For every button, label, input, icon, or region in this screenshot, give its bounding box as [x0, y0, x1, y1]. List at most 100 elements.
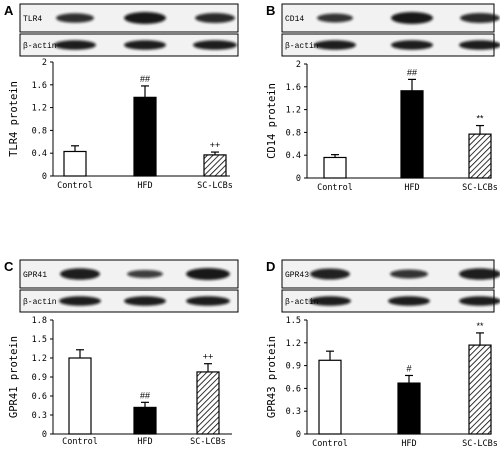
bar: [468, 133, 492, 179]
y-tick-label: 1.5: [286, 316, 301, 326]
blot-label: β-actin: [23, 298, 57, 307]
blot-band: [124, 12, 166, 24]
y-tick-label: 1.2: [32, 104, 47, 114]
category-label: SC-LCBs: [197, 181, 233, 191]
blot-label: CD14: [285, 15, 304, 24]
y-tick-label: 2: [296, 60, 301, 70]
blot-label: GPR43: [285, 271, 309, 280]
panel-d: D GPR43 β-actin 0 0.3 0.6 0.9 1.2 1.5 GPR43 prote…: [266, 259, 500, 449]
blot-actin: β-actin: [19, 33, 239, 57]
category-label: HFD: [404, 183, 419, 193]
bar: [468, 344, 492, 435]
blot-label: β-actin: [285, 298, 319, 307]
y-tick-label: 0.4: [286, 151, 301, 161]
significance-marker: **: [476, 321, 484, 331]
y-tick-label: 0.6: [32, 392, 47, 402]
bar: [397, 382, 421, 435]
y-tick-label: 1.8: [32, 316, 47, 326]
y-tick-label: 0: [296, 430, 301, 440]
y-tick-label: 0.3: [286, 407, 301, 417]
panel-c: C GPR41 β-actin 0 0.3 0.6 0.9 1.2 1.5 1.8 GPR41 pr…: [4, 259, 239, 447]
bar: [133, 96, 157, 177]
blot-band: [317, 13, 353, 23]
blot-actin: β-actin: [19, 289, 239, 313]
panel-letter: A: [4, 3, 14, 18]
category-label: Control: [62, 437, 98, 447]
y-tick-label: 1.2: [286, 106, 301, 116]
bar: [196, 371, 220, 435]
blot-band: [59, 296, 101, 306]
blot-band: [124, 40, 166, 50]
y-tick-label: 1.5: [32, 335, 47, 345]
category-label: Control: [57, 181, 93, 191]
blot-band: [459, 40, 500, 50]
y-tick-label: 0.9: [32, 373, 47, 383]
significance-marker: ++: [203, 352, 214, 362]
panel-letter: D: [266, 259, 275, 274]
bar: [400, 90, 424, 179]
y-tick-label: 1.6: [286, 83, 301, 93]
significance-marker: #: [406, 363, 411, 373]
blot-band: [186, 296, 230, 306]
blot-band: [56, 13, 94, 23]
blot-band: [127, 270, 163, 278]
blot-band: [459, 268, 500, 280]
blot-band: [391, 40, 433, 50]
blot-band: [309, 296, 351, 306]
blot-band: [314, 40, 356, 50]
blot-band: [460, 13, 500, 23]
significance-marker: **: [476, 114, 484, 124]
blot-target: GPR41: [19, 259, 239, 289]
blot-band: [186, 268, 230, 280]
category-label: HFD: [137, 437, 152, 447]
blot-target: CD14: [281, 3, 500, 33]
category-label: SC-LCBs: [462, 183, 498, 193]
blot-label: β-actin: [285, 42, 319, 51]
significance-marker: ##: [140, 390, 150, 400]
y-tick-label: 0: [296, 174, 301, 184]
y-tick-label: 1.2: [286, 339, 301, 349]
blot-band: [390, 269, 428, 279]
blot-target: TLR4: [19, 3, 239, 33]
panel-letter: C: [4, 259, 14, 274]
blot-target: GPR43: [281, 259, 500, 289]
y-tick-label: 0.8: [32, 126, 47, 136]
blot-band: [459, 296, 500, 306]
y-tick-label: 1.2: [32, 354, 47, 364]
y-axis-label: GPR43 protein: [266, 336, 278, 418]
blot-label: β-actin: [23, 42, 57, 51]
significance-marker: ##: [407, 67, 417, 77]
blot-actin: β-actin: [281, 33, 500, 57]
category-label: Control: [312, 439, 348, 449]
y-tick-label: 0.8: [286, 128, 301, 138]
blot-label: GPR41: [23, 271, 47, 280]
bar: [68, 357, 92, 435]
blot-band: [60, 268, 100, 280]
blot-band: [388, 296, 430, 306]
y-tick-label: 0.4: [32, 149, 47, 159]
blot-band: [54, 40, 96, 50]
y-tick-label: 0: [42, 172, 47, 182]
y-axis-label: TLR4 protein: [8, 81, 20, 157]
category-label: SC-LCBs: [462, 439, 498, 449]
panel-b: B CD14 β-actin 0 0.4 0.8 1.2 1.6 2 CD14 protein Co…: [266, 3, 500, 193]
category-label: Control: [317, 183, 353, 193]
blot-band: [195, 13, 235, 23]
y-axis-label: CD14 protein: [266, 83, 278, 159]
y-tick-label: 2: [42, 58, 47, 68]
bar: [318, 359, 342, 435]
panel-a: A TLR4 β-actin 0 0.4 0.8 1.2 1.6 2 TLR4 protein Co…: [4, 3, 239, 191]
blot-band: [193, 40, 237, 50]
category-label: HFD: [137, 181, 152, 191]
bar: [323, 156, 347, 179]
blot-band: [310, 268, 350, 280]
y-tick-label: 0.3: [32, 411, 47, 421]
blot-actin: β-actin: [281, 289, 500, 313]
significance-marker: ##: [140, 74, 150, 84]
y-tick-label: 1.6: [32, 81, 47, 91]
blot-label: TLR4: [23, 15, 42, 24]
y-tick-label: 0.6: [286, 384, 301, 394]
bar: [133, 406, 157, 435]
y-tick-label: 0.9: [286, 362, 301, 372]
